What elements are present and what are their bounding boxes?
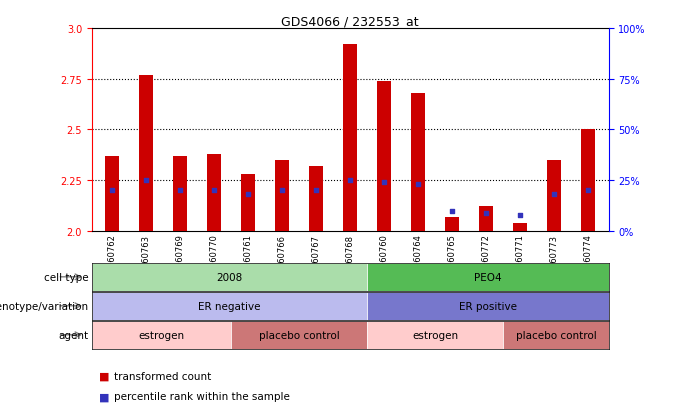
Bar [513, 223, 527, 231]
Text: transformed count: transformed count [114, 371, 211, 381]
Bar [377, 81, 391, 231]
Title: GDS4066 / 232553_at: GDS4066 / 232553_at [282, 15, 419, 28]
Bar [275, 160, 289, 231]
Point [447, 208, 458, 214]
Bar [547, 160, 561, 231]
Bar [411, 94, 425, 231]
Bar [367, 292, 609, 320]
Bar [479, 207, 493, 231]
Bar [231, 321, 367, 349]
Bar [581, 130, 595, 231]
Bar [173, 157, 187, 231]
Text: ■: ■ [99, 392, 113, 401]
Text: placebo control: placebo control [259, 330, 339, 340]
Bar [367, 321, 503, 349]
Bar [139, 76, 153, 231]
Bar [92, 263, 367, 291]
Point [481, 210, 492, 216]
Text: PEO4: PEO4 [474, 272, 502, 282]
Text: placebo control: placebo control [515, 330, 596, 340]
Point [107, 188, 118, 194]
Text: estrogen: estrogen [412, 330, 458, 340]
Bar [309, 166, 323, 231]
Point [413, 181, 424, 188]
Point [583, 188, 594, 194]
Text: agent: agent [58, 330, 88, 340]
Point [379, 179, 390, 186]
Bar [367, 263, 609, 291]
Text: genotype/variation: genotype/variation [0, 301, 88, 311]
Point [141, 177, 152, 184]
Text: 2008: 2008 [216, 272, 243, 282]
Text: estrogen: estrogen [139, 330, 184, 340]
Text: percentile rank within the sample: percentile rank within the sample [114, 392, 290, 401]
Text: cell type: cell type [44, 272, 88, 282]
Point [549, 192, 560, 198]
Bar [241, 175, 255, 231]
Point [243, 192, 254, 198]
Bar [207, 154, 221, 231]
Point [515, 212, 526, 218]
Bar [92, 321, 231, 349]
Bar [105, 157, 119, 231]
Point [311, 188, 322, 194]
Bar [92, 292, 367, 320]
Text: ER positive: ER positive [459, 301, 517, 311]
Bar [445, 217, 459, 231]
Point [209, 188, 220, 194]
Text: ■: ■ [99, 371, 113, 381]
Point [345, 177, 356, 184]
Point [175, 188, 186, 194]
Bar [343, 45, 357, 231]
Text: ER negative: ER negative [199, 301, 260, 311]
Bar [503, 321, 609, 349]
Point [277, 188, 288, 194]
